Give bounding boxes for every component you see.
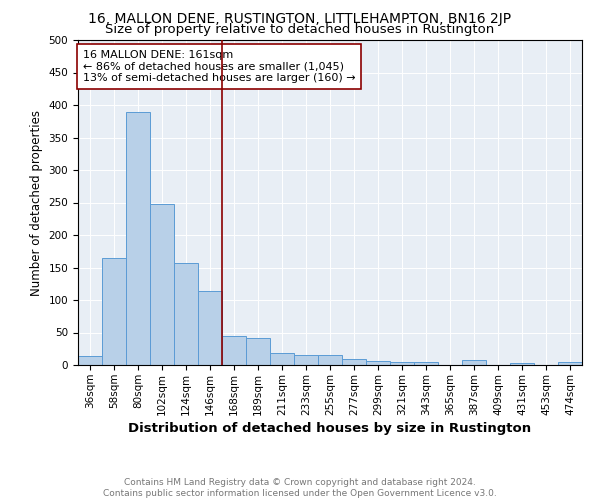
Bar [342,359,366,365]
Text: 16, MALLON DENE, RUSTINGTON, LITTLEHAMPTON, BN16 2JP: 16, MALLON DENE, RUSTINGTON, LITTLEHAMPT… [88,12,512,26]
Bar [198,291,222,365]
Bar [462,360,486,365]
Bar [246,338,270,365]
Text: Contains HM Land Registry data © Crown copyright and database right 2024.
Contai: Contains HM Land Registry data © Crown c… [103,478,497,498]
Bar [126,112,150,365]
Bar [102,258,126,365]
Bar [294,355,318,365]
Bar [390,362,414,365]
X-axis label: Distribution of detached houses by size in Rustington: Distribution of detached houses by size … [128,422,532,434]
Text: 16 MALLON DENE: 161sqm
← 86% of detached houses are smaller (1,045)
13% of semi-: 16 MALLON DENE: 161sqm ← 86% of detached… [83,50,356,83]
Bar [318,355,342,365]
Y-axis label: Number of detached properties: Number of detached properties [30,110,43,296]
Bar [150,204,174,365]
Bar [414,362,438,365]
Bar [270,354,294,365]
Bar [366,361,390,365]
Bar [78,356,102,365]
Bar [222,336,246,365]
Text: Size of property relative to detached houses in Rustington: Size of property relative to detached ho… [106,22,494,36]
Bar [558,362,582,365]
Bar [510,363,534,365]
Bar [174,263,198,365]
